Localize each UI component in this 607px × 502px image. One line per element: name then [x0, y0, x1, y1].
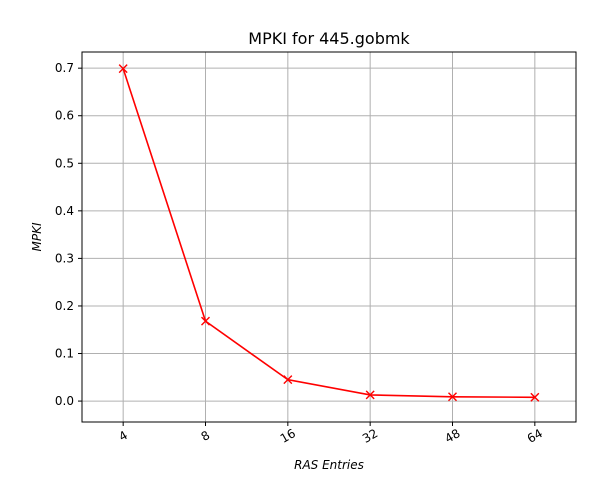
y-tick-label: 0.4 [55, 204, 74, 218]
y-tick-label: 0.6 [55, 109, 74, 123]
series-line [122, 68, 535, 399]
y-tick-label: 0.2 [55, 299, 74, 313]
x-tick-label: 32 [360, 426, 380, 446]
x-tick-label: 48 [442, 426, 462, 446]
y-tick-label: 0.7 [55, 61, 74, 75]
data-point-marker [448, 392, 457, 402]
x-tick-label: 16 [278, 426, 298, 446]
data-point-marker [365, 390, 375, 400]
y-tick-label: 0.3 [55, 251, 74, 265]
data-point-marker [283, 375, 293, 385]
y-axis-label: MPKI [30, 222, 44, 251]
plot-area [118, 64, 540, 402]
data-point-marker [118, 64, 128, 74]
axes-frame [81, 51, 577, 423]
x-tick-label: 64 [525, 426, 545, 446]
chart-title: MPKI for 445.gobmk [248, 29, 410, 48]
y-tick-label: 0.5 [55, 156, 74, 170]
data-point-marker [201, 316, 210, 326]
x-axis-label: RAS Entries [294, 458, 364, 472]
y-tick-label: 0.0 [55, 394, 74, 408]
grid-lines [82, 52, 576, 422]
data-point-marker [530, 392, 540, 402]
y-tick-label: 0.1 [55, 347, 74, 361]
